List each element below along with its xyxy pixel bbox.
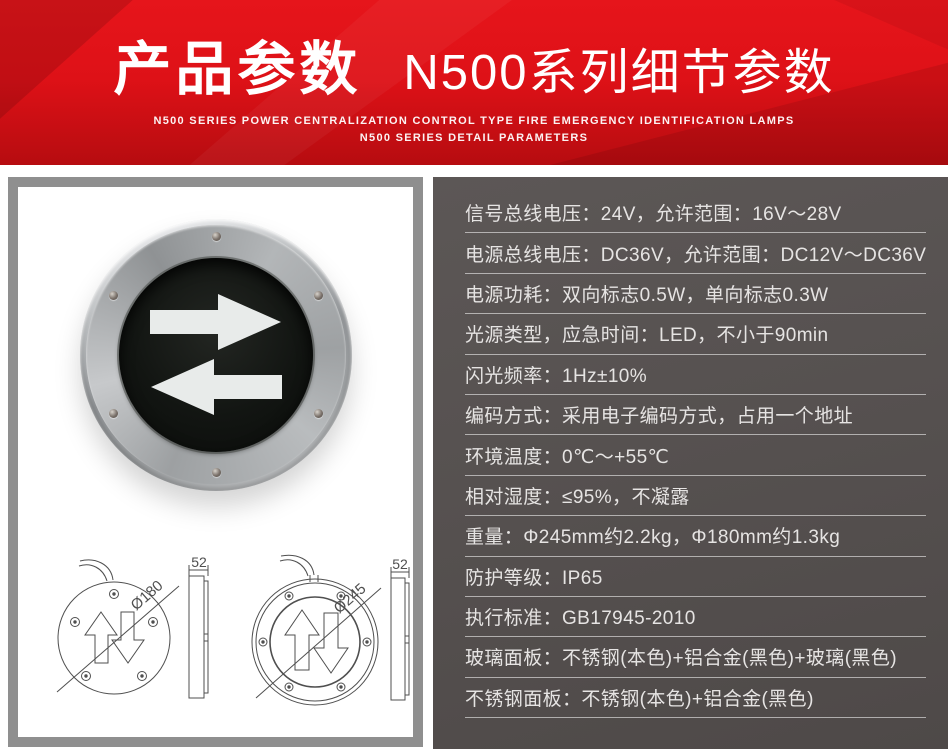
direction-arrows <box>149 294 282 415</box>
drawing-screws <box>70 589 158 681</box>
technical-drawings: Ø180 52 <box>19 554 412 723</box>
spec-row: 编码方式：采用电子编码方式，占用一个地址 <box>465 395 927 436</box>
spec-text: 重量：Φ245mm约2.2kg，Φ180mm约1.3kg <box>465 527 841 549</box>
diameter-label-180: Ø180 <box>128 577 167 614</box>
spec-text: 闪光频率：1Hz±10% <box>465 365 648 387</box>
english-subtitle-line2: N500 SERIES DETAIL PARAMETERS <box>359 132 589 144</box>
spec-text: 电源总线电压：DC36V，允许范围：DC12V～DC36V <box>465 244 927 266</box>
up-arrow-outline <box>84 611 118 664</box>
spec-row: 电源功耗：双向标志0.5W，单向标志0.3W <box>465 274 927 315</box>
banner-title-row: 产品参数 N500系列细节参数 <box>0 0 948 106</box>
down-arrow-outline <box>111 611 145 664</box>
spec-text: 相对湿度：≤95%，不凝露 <box>465 486 690 508</box>
page-title: 产品参数 <box>113 37 362 102</box>
spec-row: 电源总线电压：DC36V，允许范围：DC12V～DC36V <box>465 233 927 274</box>
english-subtitle-line1: N500 SERIES POWER CENTRALIZATION CONTROL… <box>153 115 795 127</box>
spec-row: 光源类型，应急时间：LED，不小于90min <box>465 314 927 355</box>
spec-text: 不锈钢面板：不锈钢(本色)+铝合金(黑色) <box>465 688 814 710</box>
spec-row: 重量：Φ245mm约2.2kg，Φ180mm约1.3kg <box>465 516 927 557</box>
up-arrow-outline <box>284 609 320 671</box>
product-image-card-inner: Ø180 52 <box>18 187 413 737</box>
spec-text: 防护等级：IP65 <box>465 567 603 589</box>
spec-row: 闪光频率：1Hz±10% <box>465 355 927 395</box>
screw-icon <box>108 291 118 300</box>
lamp-face <box>118 258 313 452</box>
dimension-line <box>255 587 382 699</box>
spec-row: 不锈钢面板：不锈钢(本色)+铝合金(黑色) <box>465 678 927 719</box>
spec-text: 玻璃面板：不锈钢(本色)+铝合金(黑色)+玻璃(黑色) <box>465 648 897 670</box>
spec-row: 防护等级：IP65 <box>465 557 927 597</box>
thickness-label-52: 52 <box>392 556 408 572</box>
spec-row: 执行标准：GB17945-2010 <box>465 597 927 638</box>
spec-text: 信号总线电压：24V，允许范围：16V～28V <box>465 204 842 226</box>
screw-icon <box>211 468 221 477</box>
spec-text: 执行标准：GB17945-2010 <box>465 608 696 630</box>
spec-row: 信号总线电压：24V，允许范围：16V～28V <box>465 193 927 234</box>
product-photo <box>79 219 352 491</box>
right-arrow-icon <box>149 294 281 350</box>
english-subtitle: N500 SERIES POWER CENTRALIZATION CONTROL… <box>0 113 948 147</box>
spec-text: 环境温度：0℃～+55℃ <box>465 446 670 468</box>
drawing-side-view-245: 52 <box>390 556 410 701</box>
drawing-front-view-180: Ø180 <box>56 559 180 695</box>
spec-row: 玻璃面板：不锈钢(本色)+铝合金(黑色)+玻璃(黑色) <box>465 637 927 678</box>
drawing-front-view-245: Ø245 <box>251 554 382 706</box>
screw-icon <box>108 409 118 418</box>
spec-text: 光源类型，应急时间：LED，不小于90min <box>465 325 829 347</box>
left-arrow-icon <box>150 359 282 415</box>
drawing-side-view-180: 52 <box>188 554 209 699</box>
page-subtitle: N500系列细节参数 <box>403 46 835 100</box>
dimension-line <box>56 585 180 693</box>
down-arrow-outline <box>313 612 349 674</box>
spec-row: 相对湿度：≤95%，不凝露 <box>465 476 927 517</box>
thickness-label-52: 52 <box>191 554 207 570</box>
header-banner: 产品参数 N500系列细节参数 N500 SERIES POWER CENTRA… <box>0 0 948 165</box>
drawing-screws <box>258 591 372 692</box>
screw-icon <box>313 291 323 300</box>
spec-text: 电源功耗：双向标志0.5W，单向标志0.3W <box>465 284 829 306</box>
screw-icon <box>313 409 323 418</box>
main-content: Ø180 52 <box>0 165 948 749</box>
spec-text: 编码方式：采用电子编码方式，占用一个地址 <box>465 406 854 428</box>
spec-table: 信号总线电压：24V，允许范围：16V～28V 电源总线电压：DC36V，允许范围… <box>433 177 948 749</box>
diameter-label-245: Ø245 <box>331 580 370 617</box>
product-image-card: Ø180 52 <box>8 177 423 747</box>
spec-row: 环境温度：0℃～+55℃ <box>465 435 927 476</box>
screw-icon <box>211 232 221 241</box>
